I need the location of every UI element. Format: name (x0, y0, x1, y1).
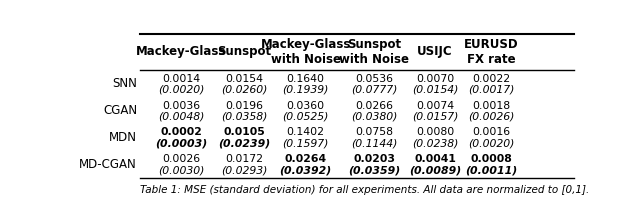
Text: 0.0536: 0.0536 (355, 74, 393, 84)
Text: 0.0196: 0.0196 (226, 100, 264, 110)
Text: 0.0172: 0.0172 (226, 154, 264, 164)
Text: 0.0074: 0.0074 (416, 100, 454, 110)
Text: 0.0036: 0.0036 (162, 100, 200, 110)
Text: (0.0003): (0.0003) (155, 138, 207, 148)
Text: (0.1597): (0.1597) (282, 138, 329, 148)
Text: 0.1640: 0.1640 (287, 74, 324, 84)
Text: 0.0022: 0.0022 (472, 74, 511, 84)
Text: (0.0154): (0.0154) (412, 85, 458, 95)
Text: 0.0026: 0.0026 (162, 154, 200, 164)
Text: MD-CGAN: MD-CGAN (79, 158, 137, 171)
Text: (0.0380): (0.0380) (351, 112, 397, 121)
Text: 0.0008: 0.0008 (471, 154, 513, 164)
Text: 0.0041: 0.0041 (414, 154, 456, 164)
Text: 0.0002: 0.0002 (160, 127, 202, 137)
Text: (0.0392): (0.0392) (280, 165, 332, 175)
Text: 0.0014: 0.0014 (162, 74, 200, 84)
Text: 0.0758: 0.0758 (355, 127, 393, 137)
Text: 0.0264: 0.0264 (285, 154, 327, 164)
Text: 0.1402: 0.1402 (287, 127, 324, 137)
Text: 0.0018: 0.0018 (472, 100, 511, 110)
Text: (0.0011): (0.0011) (465, 165, 518, 175)
Text: 0.0154: 0.0154 (226, 74, 264, 84)
Text: 0.0105: 0.0105 (224, 127, 266, 137)
Text: (0.0260): (0.0260) (221, 85, 268, 95)
Text: Mackey-Glass: Mackey-Glass (136, 45, 227, 59)
Text: (0.0239): (0.0239) (218, 138, 271, 148)
Text: MDN: MDN (109, 131, 137, 144)
Text: (0.0026): (0.0026) (468, 112, 515, 121)
Text: Mackey-Glass
with Noise: Mackey-Glass with Noise (260, 38, 351, 66)
Text: (0.0048): (0.0048) (158, 112, 204, 121)
Text: 0.0016: 0.0016 (472, 127, 511, 137)
Text: (0.0157): (0.0157) (412, 112, 458, 121)
Text: 0.0266: 0.0266 (355, 100, 393, 110)
Text: Table 1: MSE (standard deviation) for all experiments. All data are normalized t: Table 1: MSE (standard deviation) for al… (140, 185, 589, 195)
Text: SNN: SNN (112, 77, 137, 90)
Text: EURUSD
FX rate: EURUSD FX rate (465, 38, 519, 66)
Text: (0.0293): (0.0293) (221, 165, 268, 175)
Text: (0.0020): (0.0020) (158, 85, 204, 95)
Text: (0.0238): (0.0238) (412, 138, 458, 148)
Text: (0.0359): (0.0359) (348, 165, 400, 175)
Text: (0.0030): (0.0030) (158, 165, 204, 175)
Text: 0.0080: 0.0080 (416, 127, 454, 137)
Text: 0.0070: 0.0070 (416, 74, 454, 84)
Text: (0.0017): (0.0017) (468, 85, 515, 95)
Text: (0.0525): (0.0525) (282, 112, 329, 121)
Text: Sunspot: Sunspot (218, 45, 272, 59)
Text: (0.0020): (0.0020) (468, 138, 515, 148)
Text: 0.0360: 0.0360 (287, 100, 324, 110)
Text: 0.0203: 0.0203 (353, 154, 395, 164)
Text: (0.1939): (0.1939) (282, 85, 329, 95)
Text: (0.1144): (0.1144) (351, 138, 397, 148)
Text: CGAN: CGAN (103, 104, 137, 117)
Text: Sunspot
with Noise: Sunspot with Noise (339, 38, 409, 66)
Text: (0.0777): (0.0777) (351, 85, 397, 95)
Text: (0.0089): (0.0089) (409, 165, 461, 175)
Text: USIJC: USIJC (417, 45, 453, 59)
Text: (0.0358): (0.0358) (221, 112, 268, 121)
